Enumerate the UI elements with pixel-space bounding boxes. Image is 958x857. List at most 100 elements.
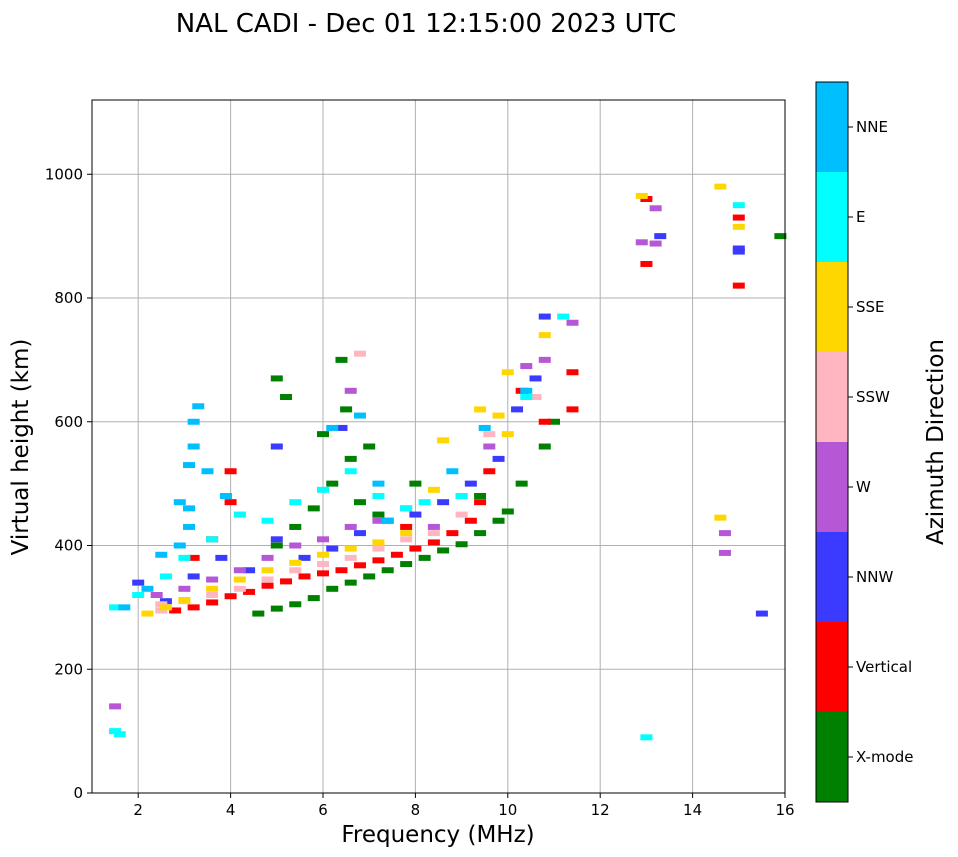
data-point-vertical (566, 369, 579, 376)
data-point-e (400, 505, 413, 512)
data-point-sse (474, 406, 487, 413)
data-point-ssw (353, 350, 366, 357)
y-tick-label: 0 (73, 784, 83, 802)
colorbar-tick-label: X-mode (856, 748, 913, 766)
data-point-x-mode (409, 480, 422, 487)
data-point-vertical (243, 588, 256, 595)
data-point-x-mode (270, 605, 283, 612)
data-point-x-mode (474, 530, 487, 537)
data-point-ssw (344, 554, 357, 561)
data-point-w (150, 592, 163, 598)
data-point-vertical (446, 530, 459, 537)
data-point-nne (155, 551, 168, 558)
data-point-nnw (732, 245, 745, 252)
data-point-nnw (298, 554, 311, 561)
data-point-nnw (755, 610, 768, 617)
data-point-nne (372, 480, 385, 487)
data-point-sse (178, 596, 191, 603)
data-point-ssw (155, 607, 168, 614)
data-point-w (635, 239, 648, 246)
y-tick-label: 600 (54, 413, 83, 431)
data-point-vertical (400, 523, 413, 530)
data-point-w (427, 523, 440, 530)
data-point-x-mode (344, 579, 357, 586)
data-point-e (520, 394, 533, 400)
colorbar-tick-label: W (856, 478, 871, 496)
colorbar-segment (816, 262, 848, 352)
x-tick-label: 6 (318, 801, 328, 819)
data-point-nnw (492, 455, 505, 462)
data-point-x-mode (400, 561, 413, 568)
data-point-vertical (732, 214, 745, 221)
data-point-e (317, 486, 329, 493)
data-point-x-mode (280, 394, 293, 400)
data-point-x-mode (270, 542, 283, 549)
data-point-x-mode (381, 567, 394, 574)
data-point-nne (118, 604, 131, 611)
data-point-vertical (187, 554, 200, 561)
data-point-vertical (280, 578, 293, 585)
data-point-w (109, 703, 122, 710)
data-point-nne (381, 517, 394, 524)
data-point-vertical (317, 570, 329, 577)
data-point-nne (173, 542, 186, 549)
data-point-x-mode (335, 356, 348, 363)
data-point-x-mode (363, 443, 376, 450)
data-point-e (732, 202, 745, 209)
x-tick-label: 2 (133, 801, 143, 819)
data-point-ssw (206, 592, 219, 598)
data-point-vertical (640, 260, 653, 267)
data-point-vertical (474, 499, 487, 506)
data-point-sse (233, 576, 246, 583)
x-tick-label: 16 (775, 801, 794, 819)
data-point-nnw (243, 567, 256, 574)
data-point-e (113, 731, 126, 738)
data-point-ssw (529, 394, 542, 400)
data-point-nne (183, 462, 196, 469)
y-axis-ticks: 0 200 400 600 800 1000 (45, 165, 92, 802)
data-point-vertical (483, 468, 496, 475)
data-point-sse (289, 559, 302, 566)
data-point-vertical (464, 517, 477, 524)
data-point-e (159, 573, 172, 580)
data-point-w (261, 554, 274, 561)
data-point-ssw (427, 530, 440, 537)
data-point-w (566, 319, 579, 326)
data-point-nne (219, 493, 232, 499)
x-tick-label: 14 (683, 801, 702, 819)
data-point-sse (206, 585, 219, 592)
colorbar-segment (816, 712, 848, 802)
data-point-x-mode (515, 480, 528, 487)
data-point-ssw (372, 545, 385, 552)
data-point-sse (344, 545, 357, 552)
data-point-x-mode (307, 505, 320, 512)
data-point-e (132, 592, 145, 598)
data-point-sse (261, 567, 274, 574)
data-point-vertical (640, 196, 653, 202)
data-point-sse (492, 412, 505, 419)
x-axis-ticks: 2 4 6 8 10 12 14 16 (133, 793, 795, 819)
data-point-vertical (298, 573, 311, 580)
data-point-w (289, 542, 302, 549)
data-point-w (344, 387, 357, 394)
data-point-vertical (206, 599, 219, 606)
data-point-sse (501, 431, 514, 438)
data-point-nne (478, 424, 491, 431)
data-point-nne (187, 443, 200, 450)
data-point-e (455, 493, 468, 499)
data-point-nnw (187, 573, 200, 580)
data-points (109, 183, 787, 741)
data-point-e (640, 734, 653, 741)
data-point-sse (372, 539, 385, 546)
data-point-w (233, 567, 246, 574)
data-point-e (109, 604, 122, 611)
data-point-nnw (215, 554, 228, 561)
data-point-sse (400, 530, 413, 537)
data-point-vertical (538, 418, 551, 425)
data-point-vertical (261, 582, 274, 589)
data-point-nne (183, 505, 196, 512)
data-point-x-mode (353, 499, 366, 506)
data-point-x-mode (474, 493, 487, 499)
data-point-nnw (464, 480, 477, 487)
data-point-nnw (538, 313, 551, 320)
